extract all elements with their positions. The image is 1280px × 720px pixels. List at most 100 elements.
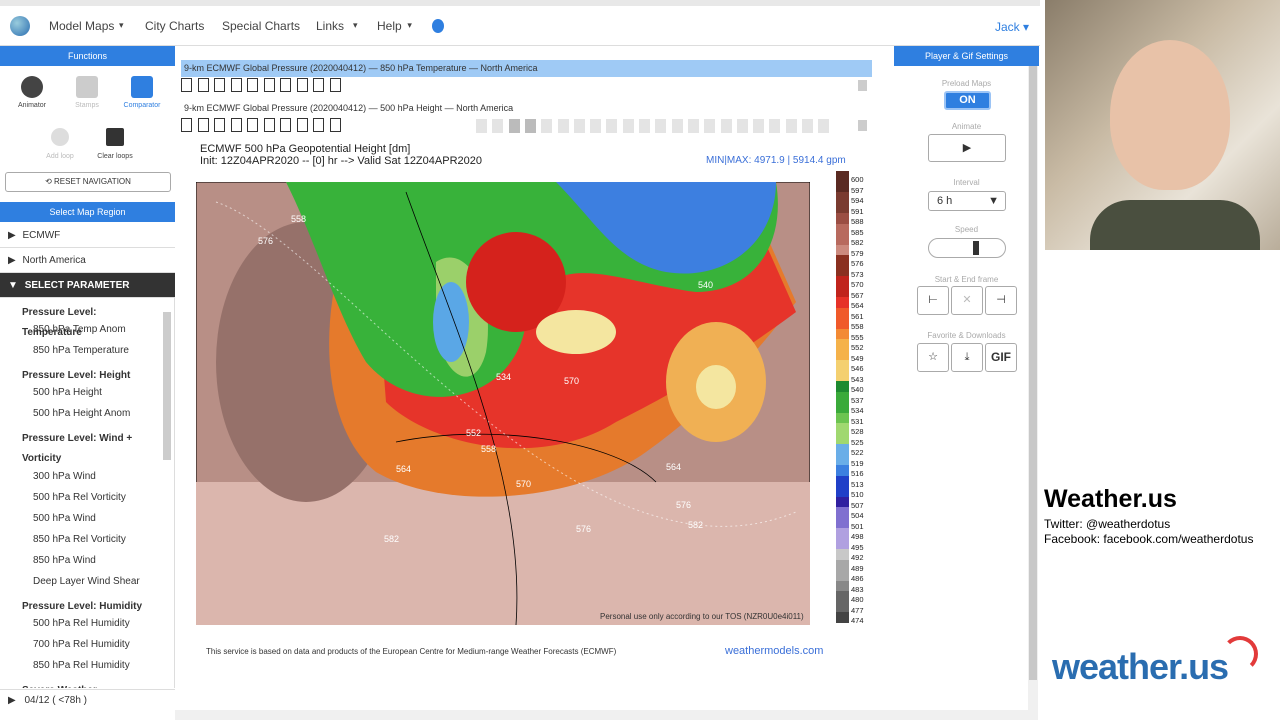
start-frame[interactable]: ⊢	[917, 286, 949, 315]
stamp-empty[interactable]	[524, 119, 536, 133]
stamp-empty[interactable]	[476, 119, 487, 133]
speed-slider[interactable]	[928, 238, 1006, 258]
menu-item[interactable]: Special Charts	[222, 19, 301, 33]
param-item[interactable]: 700 hPa Rel Humidity	[33, 639, 130, 650]
menu-item[interactable]: Model Maps	[49, 19, 115, 33]
delete-icon[interactable]	[858, 120, 867, 131]
stamp[interactable]	[296, 118, 308, 132]
param-item[interactable]: 850 hPa Rel Humidity	[33, 660, 130, 671]
tree-row[interactable]: ▶ North America	[0, 248, 175, 273]
stamp[interactable]	[296, 78, 308, 92]
param-item[interactable]: 300 hPa Wind	[33, 471, 96, 482]
gif-button[interactable]: GIF	[985, 343, 1017, 372]
interval-select[interactable]: 6 h ▼	[928, 191, 1006, 211]
param-group[interactable]: Pressure Level: Humidity	[22, 601, 143, 612]
stamp-empty[interactable]	[802, 119, 813, 133]
stamp[interactable]	[214, 118, 225, 132]
param-item[interactable]: 500 hPa Rel Vorticity	[33, 492, 126, 503]
stamp[interactable]	[214, 78, 225, 92]
stamp-empty[interactable]	[622, 119, 634, 133]
stamp-empty[interactable]	[753, 119, 765, 133]
play-button[interactable]: ▶	[928, 134, 1006, 162]
stamp-empty[interactable]	[492, 119, 504, 133]
loop-label[interactable]: Clear loops	[97, 153, 133, 160]
delete-icon[interactable]	[858, 80, 867, 91]
tool-icon[interactable]	[131, 76, 153, 98]
stamp-empty[interactable]	[557, 119, 569, 133]
stamp[interactable]	[181, 78, 192, 92]
stamp-empty[interactable]	[639, 119, 650, 133]
param-item[interactable]: 850 hPa Wind	[33, 555, 96, 566]
stamp-empty[interactable]	[590, 119, 602, 133]
favorite-button[interactable]: ☆	[917, 343, 949, 372]
stamp[interactable]	[197, 118, 209, 132]
param-item[interactable]: 500 hPa Wind	[33, 513, 96, 524]
stamp[interactable]	[329, 78, 341, 92]
param-item[interactable]: 500 hPa Rel Humidity	[33, 618, 130, 629]
stamp[interactable]	[313, 78, 324, 92]
stamp[interactable]	[230, 78, 242, 92]
bug-icon[interactable]	[432, 19, 444, 33]
stamp-empty[interactable]	[573, 119, 585, 133]
param-group[interactable]: Pressure Level: Temperature	[22, 307, 97, 338]
param-item[interactable]: 850 hPa Rel Vorticity	[33, 534, 126, 545]
stamp[interactable]	[247, 118, 258, 132]
stamp-empty[interactable]	[671, 119, 683, 133]
stamp[interactable]	[247, 78, 258, 92]
stamp[interactable]	[263, 78, 275, 92]
tree-row[interactable]: ▼ SELECT PARAMETER	[0, 273, 175, 298]
param-group[interactable]: Pressure Level: Wind + Vorticity	[22, 433, 133, 464]
stamp-empty[interactable]	[508, 119, 520, 133]
stamp-empty[interactable]	[769, 119, 781, 133]
stamp-empty[interactable]	[818, 119, 830, 133]
site-link[interactable]: weathermodels.com	[725, 645, 824, 657]
menu-item[interactable]: City Charts	[145, 19, 205, 33]
tool-label[interactable]: Animator	[17, 102, 46, 109]
param-group[interactable]: Pressure Level: Height	[22, 370, 131, 381]
stamp-empty[interactable]	[720, 119, 732, 133]
row-title[interactable]: 9-km ECMWF Global Pressure (2020040412) …	[184, 63, 538, 73]
param-item[interactable]: 500 hPa Height Anom	[33, 408, 131, 419]
loop-label[interactable]: Add loop	[46, 153, 74, 160]
tool-icon[interactable]	[21, 76, 43, 98]
download-button[interactable]: ⤓	[951, 343, 983, 372]
clear-frame[interactable]: ✕	[951, 286, 983, 315]
menu-item[interactable]: Help	[377, 19, 402, 33]
param-group[interactable]: Severe Weather	[22, 681, 157, 688]
stamp-empty[interactable]	[704, 119, 716, 133]
loop-icon[interactable]	[51, 128, 69, 146]
row-title[interactable]: 9-km ECMWF Global Pressure (2020040412) …	[184, 103, 514, 113]
stamp[interactable]	[263, 118, 275, 132]
param-item[interactable]: 850 hPa Temperature	[33, 345, 129, 356]
menu-caret: ▾	[407, 20, 412, 30]
menu-item[interactable]: Links	[316, 19, 345, 33]
tool-label[interactable]: Comparator	[123, 102, 161, 109]
param-item[interactable]: 850 hPa Temp Anom	[33, 324, 126, 335]
stamp-empty[interactable]	[541, 119, 553, 133]
stamp-empty[interactable]	[736, 119, 748, 133]
param-item[interactable]: Deep Layer Wind Shear	[33, 576, 140, 587]
stamp-empty[interactable]	[606, 119, 618, 133]
time-row[interactable]: ▶ 04/12 ( <78h )	[0, 689, 175, 711]
preload-toggle[interactable]: ON	[944, 91, 991, 110]
stamp[interactable]	[280, 78, 291, 92]
stamp[interactable]	[230, 118, 242, 132]
logo-globe[interactable]	[10, 16, 30, 36]
end-frame[interactable]: ⊣	[985, 286, 1017, 315]
stamp[interactable]	[313, 118, 324, 132]
reset-button[interactable]: ⟲ RESET NAVIGATION	[5, 172, 171, 192]
param-item[interactable]: 500 hPa Height	[33, 387, 102, 398]
tool-label[interactable]: Stamps	[75, 102, 99, 109]
tool-icon[interactable]	[76, 76, 98, 98]
user-menu[interactable]: Jack ▾	[995, 20, 1030, 34]
stamp[interactable]	[181, 118, 192, 132]
stamp-empty[interactable]	[687, 119, 699, 133]
stamp[interactable]	[280, 118, 291, 132]
loop-icon[interactable]	[106, 128, 124, 146]
stamp[interactable]	[197, 78, 209, 92]
stamp-empty[interactable]	[785, 119, 797, 133]
user-name[interactable]: Jack	[995, 20, 1020, 34]
stamp-empty[interactable]	[655, 119, 667, 133]
tree-row[interactable]: ▶ ECMWF	[0, 223, 175, 248]
stamp[interactable]	[329, 118, 341, 132]
